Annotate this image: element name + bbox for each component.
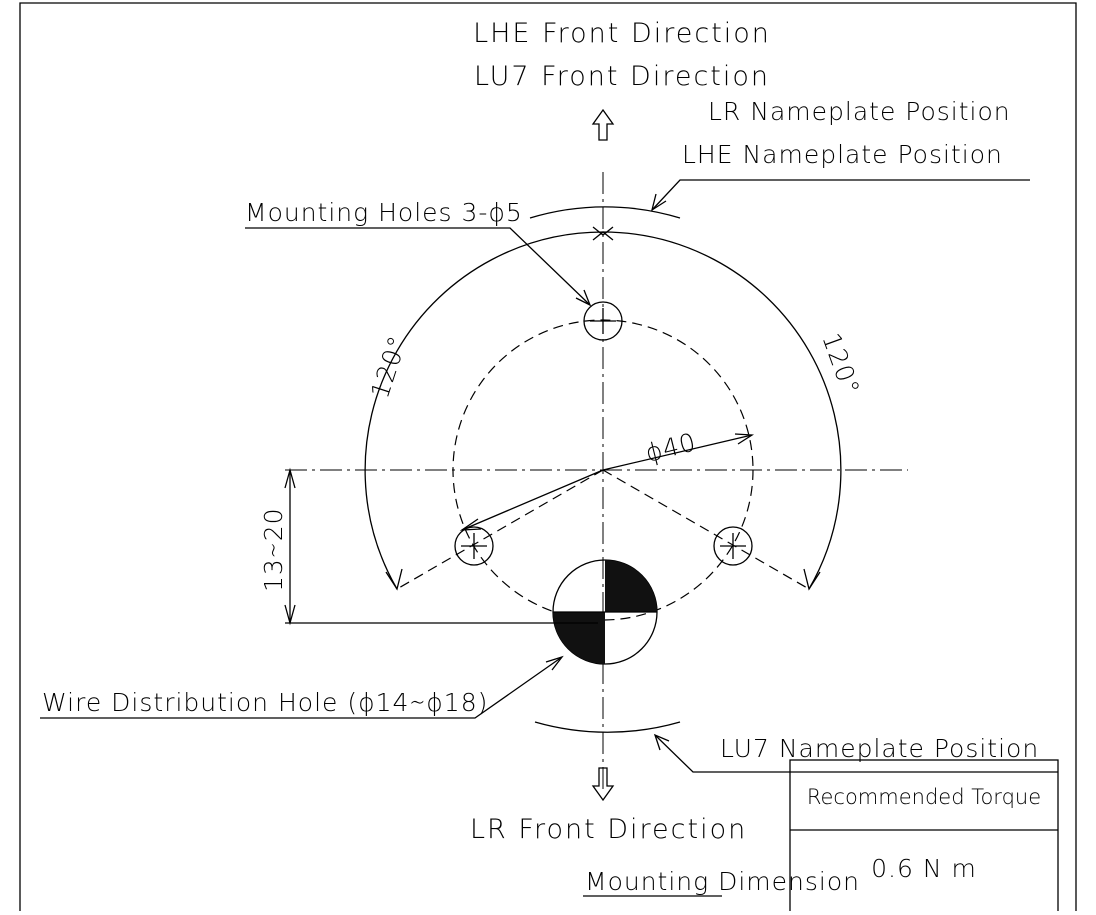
frame — [19, 2, 1077, 911]
hole — [583, 301, 623, 341]
label: 13∼20 — [259, 507, 288, 592]
arrow — [459, 433, 755, 531]
label: LR Nameplate Position — [708, 97, 1011, 126]
wire-hole-fill — [605, 560, 657, 612]
label: 120° — [816, 329, 865, 399]
nameplate-arc — [534, 721, 681, 733]
label: LU7 Front Direction — [474, 61, 770, 92]
leader — [245, 227, 591, 306]
arrow — [803, 568, 821, 591]
arrow — [575, 289, 592, 307]
hole — [454, 526, 494, 566]
wire-hole-fill — [553, 612, 605, 664]
label: LU7 Nameplate Position — [720, 734, 1039, 763]
hole-cross — [461, 308, 746, 559]
label: LHE Nameplate Position — [682, 140, 1003, 169]
table-value: 0.6 N m — [871, 854, 977, 883]
label: ϕ40 — [642, 427, 699, 468]
label: Wire Distribution Hole (ϕ14∼ϕ18) — [42, 688, 488, 717]
leader — [651, 179, 1030, 211]
hole — [713, 526, 753, 566]
label: Mounting Holes 3-ϕ5 — [245, 198, 523, 227]
up-arrow — [591, 108, 615, 141]
dim-line — [461, 434, 753, 531]
down-arrow — [591, 767, 615, 802]
arrow — [385, 568, 403, 591]
arrow — [650, 193, 667, 212]
radial-left — [396, 469, 604, 590]
arrow — [284, 467, 296, 626]
torque-table — [789, 759, 1059, 915]
table-header: Recommended Torque — [807, 785, 1041, 809]
nameplate-arc — [529, 206, 681, 219]
caption: Mounting Dimension — [585, 867, 860, 896]
arrow — [592, 226, 614, 241]
arrow — [653, 733, 670, 751]
label: LHE Front Direction — [473, 18, 771, 49]
leader — [40, 656, 563, 719]
arrow — [545, 655, 564, 671]
label: 120° — [365, 332, 412, 402]
label: LR Front Direction — [470, 814, 747, 845]
radial-right — [602, 469, 810, 590]
leader — [654, 734, 1058, 773]
